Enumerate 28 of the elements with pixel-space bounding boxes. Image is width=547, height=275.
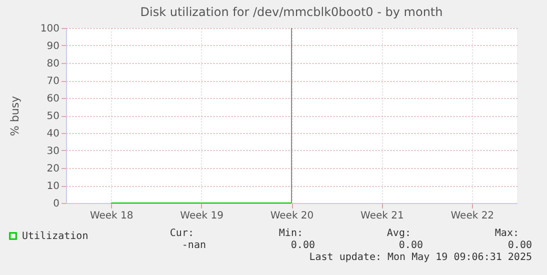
y-tick-label: 80 bbox=[46, 58, 60, 70]
y-tick-label: 90 bbox=[46, 41, 60, 52]
y-tick-label: 20 bbox=[46, 164, 60, 174]
text: Avg: bbox=[386, 228, 411, 239]
x-tick-label: Week 18 bbox=[90, 210, 134, 222]
y-tick-label: 60 bbox=[46, 94, 60, 104]
chart-title: Disk utilization for /dev/mmcblk0boot0 - by month bbox=[140, 5, 443, 19]
y-tick-label: 70 bbox=[46, 76, 60, 87]
text: Cur: bbox=[170, 228, 194, 239]
y-tick-label: 100 bbox=[40, 24, 60, 34]
y-tick-label: 40 bbox=[46, 128, 60, 140]
text: Min: bbox=[278, 228, 303, 239]
legend-label: Utilization bbox=[22, 231, 88, 242]
y-tick-label: 10 bbox=[46, 181, 60, 192]
text: Last update: Mon May 19 09:06:31 2025 bbox=[309, 252, 532, 263]
text: -nan bbox=[182, 240, 206, 251]
x-tick-label: Week 19 bbox=[180, 210, 224, 222]
y-tick-label: 0 bbox=[53, 198, 60, 210]
text: 0.00 bbox=[508, 240, 532, 251]
y-tick-label: 50 bbox=[46, 111, 60, 122]
x-tick-label: Week 22 bbox=[450, 210, 494, 222]
text: 0.00 bbox=[290, 240, 315, 251]
text: Max: bbox=[494, 228, 519, 239]
y-axis-title: % busy bbox=[8, 95, 22, 136]
y-tick-label: 30 bbox=[46, 146, 60, 157]
x-tick-label: Week 21 bbox=[360, 210, 404, 222]
text: 0.00 bbox=[398, 240, 423, 251]
x-tick-label: Week 20 bbox=[270, 210, 314, 222]
